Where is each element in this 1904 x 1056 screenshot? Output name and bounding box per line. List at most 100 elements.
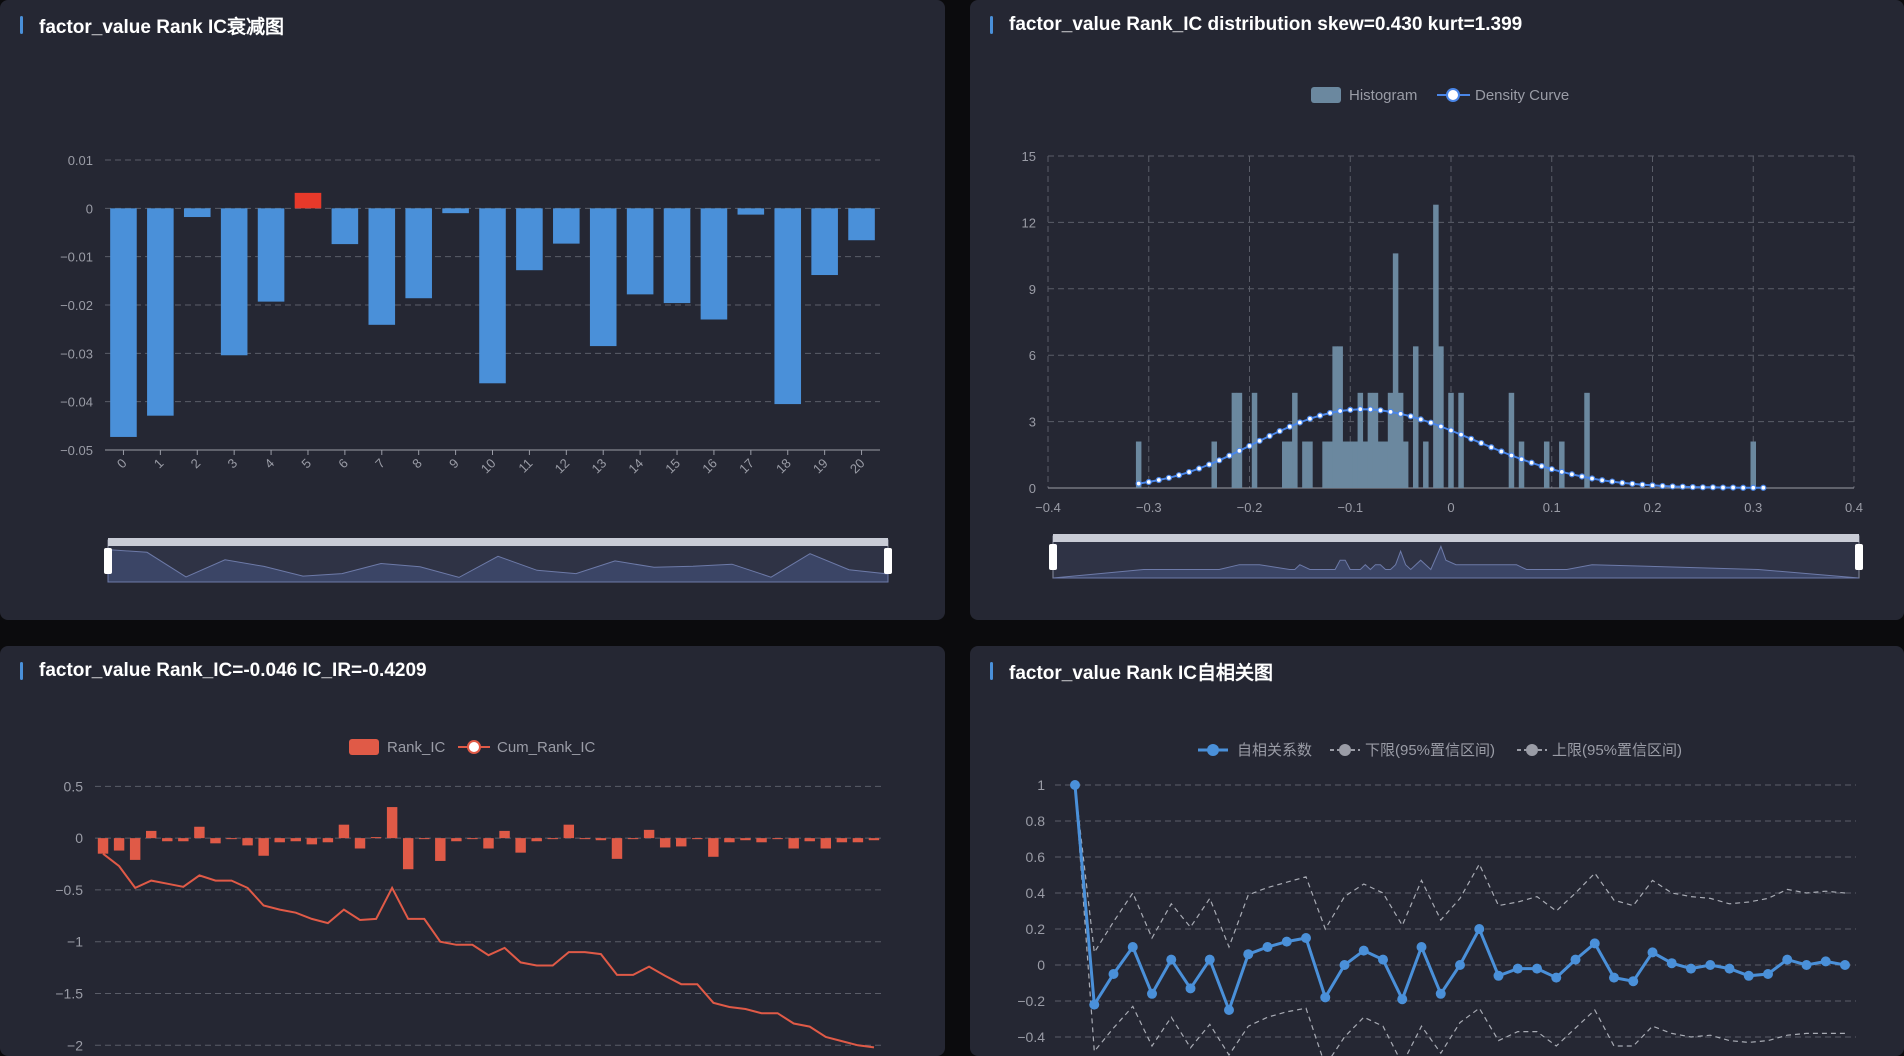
density-point[interactable] bbox=[1518, 456, 1525, 463]
bar[interactable] bbox=[220, 208, 248, 356]
histogram-bar[interactable] bbox=[1211, 441, 1217, 488]
density-point[interactable] bbox=[1185, 468, 1193, 476]
legend-upper-marker[interactable] bbox=[1526, 744, 1538, 756]
histogram-bar[interactable] bbox=[1559, 441, 1565, 488]
density-point[interactable] bbox=[1447, 427, 1455, 434]
rank-ic-bar[interactable] bbox=[708, 838, 719, 857]
acf-point[interactable] bbox=[1089, 999, 1100, 1010]
rank-ic-bar[interactable] bbox=[836, 838, 848, 843]
density-point[interactable] bbox=[1629, 480, 1636, 487]
zoom-handle-right[interactable] bbox=[884, 548, 892, 574]
acf-point[interactable] bbox=[1743, 970, 1754, 981]
acf-point[interactable] bbox=[1320, 992, 1331, 1003]
bar[interactable] bbox=[331, 208, 359, 245]
density-point[interactable] bbox=[1175, 472, 1183, 479]
acf-point[interactable] bbox=[1339, 960, 1350, 970]
rank-ic-bar[interactable] bbox=[129, 838, 141, 860]
histogram-bar[interactable] bbox=[1307, 441, 1313, 488]
rank-ic-bar[interactable] bbox=[595, 838, 607, 841]
acf-point[interactable] bbox=[1763, 969, 1773, 979]
acf-point[interactable] bbox=[1301, 933, 1311, 943]
density-point[interactable] bbox=[1165, 474, 1172, 481]
rank-ic-bar[interactable] bbox=[242, 838, 253, 846]
acf-point[interactable] bbox=[1281, 936, 1292, 947]
histogram-bar[interactable] bbox=[1357, 392, 1364, 488]
density-point[interactable] bbox=[1719, 484, 1727, 491]
bar[interactable] bbox=[294, 192, 322, 209]
rank-ic-bar[interactable] bbox=[820, 838, 832, 849]
histogram-bar[interactable] bbox=[1302, 441, 1308, 488]
rank-ic-bar[interactable] bbox=[145, 830, 157, 839]
histogram-bar[interactable] bbox=[1402, 441, 1409, 488]
acf-point[interactable] bbox=[1801, 960, 1812, 970]
acf-point[interactable] bbox=[1589, 938, 1600, 949]
rank-ic-bar[interactable] bbox=[788, 838, 799, 849]
density-point[interactable] bbox=[1478, 439, 1485, 447]
histogram-bar[interactable] bbox=[1372, 392, 1379, 488]
histogram-bar[interactable] bbox=[1287, 441, 1293, 488]
bar[interactable] bbox=[442, 208, 469, 214]
histogram-bar[interactable] bbox=[1387, 392, 1394, 488]
legend-histogram-swatch[interactable] bbox=[1311, 87, 1341, 103]
histogram-bar[interactable] bbox=[1382, 441, 1389, 488]
rank-ic-bar[interactable] bbox=[868, 838, 880, 841]
rank-ic-bar[interactable] bbox=[178, 838, 189, 842]
histogram-bar[interactable] bbox=[1367, 392, 1374, 488]
bar[interactable] bbox=[368, 208, 396, 325]
rank-ic-bar[interactable] bbox=[435, 838, 446, 861]
rank-ic-bar[interactable] bbox=[579, 838, 591, 840]
density-point[interactable] bbox=[1609, 478, 1616, 485]
rank-ic-bar[interactable] bbox=[547, 838, 558, 840]
rank-ic-bar[interactable] bbox=[402, 838, 414, 870]
acf-point[interactable] bbox=[1166, 954, 1177, 965]
density-point[interactable] bbox=[1316, 412, 1324, 419]
histogram-bar[interactable] bbox=[1292, 392, 1298, 488]
acf-point[interactable] bbox=[1570, 954, 1581, 965]
rank-ic-bar[interactable] bbox=[483, 838, 494, 849]
acf-point[interactable] bbox=[1262, 942, 1273, 952]
acf-point[interactable] bbox=[1127, 942, 1138, 952]
bar[interactable] bbox=[848, 208, 875, 241]
density-point[interactable] bbox=[1266, 432, 1273, 440]
density-point[interactable] bbox=[1236, 447, 1243, 454]
density-point[interactable] bbox=[1327, 409, 1334, 417]
density-point[interactable] bbox=[1760, 484, 1767, 491]
acf-point[interactable] bbox=[1474, 924, 1485, 934]
rank-ic-bar[interactable] bbox=[740, 838, 751, 841]
rank-ic-bar[interactable] bbox=[531, 838, 542, 842]
acf-point[interactable] bbox=[1455, 960, 1465, 970]
acf-point[interactable] bbox=[1686, 963, 1696, 974]
acf-point[interactable] bbox=[1666, 958, 1677, 969]
histogram-bar[interactable] bbox=[1342, 441, 1348, 488]
bar[interactable] bbox=[626, 208, 654, 295]
density-point[interactable] bbox=[1407, 413, 1414, 420]
acf-point[interactable] bbox=[1224, 1005, 1234, 1015]
density-point[interactable] bbox=[1296, 419, 1303, 426]
histogram-bar[interactable] bbox=[1327, 441, 1333, 488]
histogram-bar[interactable] bbox=[1392, 253, 1399, 488]
histogram-bar[interactable] bbox=[1231, 392, 1238, 488]
histogram-bar[interactable] bbox=[1750, 441, 1757, 488]
rank-ic-bar[interactable] bbox=[692, 838, 703, 840]
zoom-slider-top-bar[interactable] bbox=[108, 538, 888, 546]
density-point[interactable] bbox=[1659, 482, 1666, 490]
histogram-bar[interactable] bbox=[1584, 392, 1590, 488]
histogram-bar[interactable] bbox=[1508, 392, 1515, 488]
rank-ic-bar[interactable] bbox=[772, 838, 783, 840]
density-point[interactable] bbox=[1498, 448, 1505, 455]
histogram-bar[interactable] bbox=[1377, 441, 1384, 488]
density-point[interactable] bbox=[1155, 476, 1162, 484]
density-point[interactable] bbox=[1216, 457, 1223, 464]
density-point[interactable] bbox=[1276, 428, 1283, 435]
legend-acf-marker[interactable] bbox=[1207, 744, 1219, 756]
legend-lower-marker[interactable] bbox=[1339, 744, 1351, 756]
density-point[interactable] bbox=[1679, 483, 1686, 490]
density-point[interactable] bbox=[1427, 419, 1434, 426]
legend-cum-marker[interactable] bbox=[467, 740, 481, 754]
rank-ic-bar[interactable] bbox=[386, 807, 398, 839]
rank-ic-bar[interactable] bbox=[611, 838, 623, 859]
density-point[interactable] bbox=[1729, 484, 1737, 491]
acf-point[interactable] bbox=[1070, 780, 1080, 790]
rank-ic-bar[interactable] bbox=[724, 838, 735, 843]
acf-point[interactable] bbox=[1512, 963, 1523, 974]
